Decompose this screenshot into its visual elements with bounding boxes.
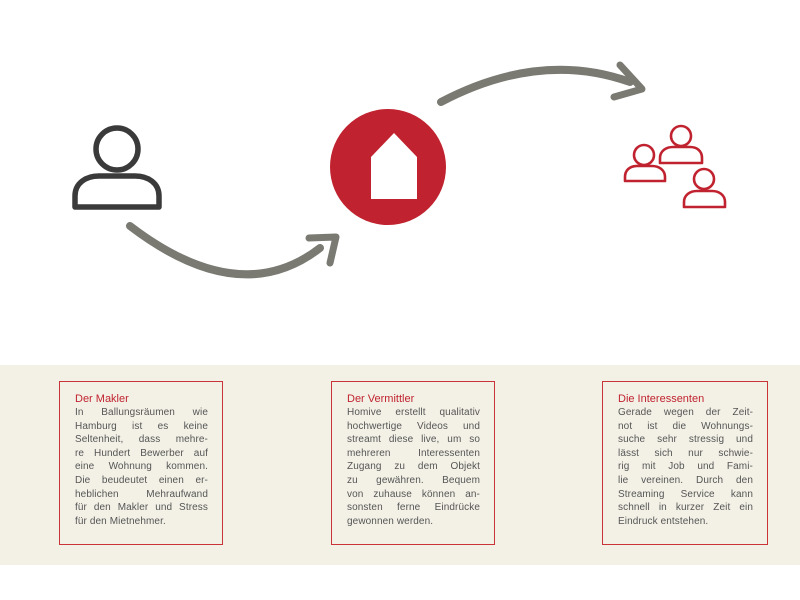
card-line: mehreren Interessenten <box>347 447 480 459</box>
card-line: gewonnen werden. <box>347 515 434 527</box>
card-line: lie vereinen. Durch den <box>618 474 753 486</box>
card-makler: Der Makler In Ballungsräumen wie Hamburg… <box>59 381 223 545</box>
card-line: heblichen Mehraufwand <box>75 488 208 500</box>
card-line: für den Mietnehmer. <box>75 515 166 527</box>
group-icon <box>623 124 727 209</box>
curved-arrow-icon <box>437 61 646 106</box>
description-band: Der Makler In Ballungsräumen wie Hamburg… <box>0 365 800 565</box>
card-line: Streaming Service kann <box>618 488 753 500</box>
person-icon <box>72 125 162 210</box>
card-title: Die Interessenten <box>618 393 705 405</box>
card-line: Gerade wegen der Zeit- <box>618 407 753 418</box>
card-line: rig mit Job und Fami- <box>618 461 753 473</box>
card-line: lässt sich nur schwie- <box>618 447 753 459</box>
card-line: In Ballungsräumen wie <box>75 407 208 418</box>
card-line: not ist die Wohnungs- <box>618 420 753 432</box>
card-line: Zugang zu dem Objekt <box>347 461 480 473</box>
card-line: Eindruck entstehen. <box>618 515 709 527</box>
curved-arrow-icon <box>126 222 340 279</box>
card-line: eine Wohnung kommen. <box>75 461 208 473</box>
card-line: zu gewähren. Bequem <box>347 474 480 486</box>
card-body: Gerade wegen der Zeit- not ist die Wohnu… <box>618 406 753 528</box>
card-body: Homive erstellt qualitativ hochwertige V… <box>347 406 480 528</box>
card-line: hochwertige Videos und <box>347 420 480 432</box>
card-line: sonsten ferne Eindrücke <box>347 502 480 514</box>
card-line: Die beudeutet einen er- <box>75 474 208 486</box>
card-line: Seltenheit, dass mehre- <box>75 434 208 446</box>
card-line: suche sehr stressig und <box>618 434 753 446</box>
card-line: streamt diese live, um so <box>347 434 480 446</box>
card-body: In Ballungsräumen wie Hamburg ist es kei… <box>75 406 208 528</box>
card-vermittler: Der Vermittler Homive erstellt qualitati… <box>331 381 495 545</box>
process-diagram <box>72 61 727 279</box>
card-title: Der Makler <box>75 393 129 405</box>
card-title: Der Vermittler <box>347 393 415 405</box>
card-line: Homive erstellt qualitativ <box>347 407 480 418</box>
card-line: re Hundert Bewerber auf <box>75 447 208 459</box>
card-line: für den Makler und Stress <box>75 502 208 514</box>
card-interessenten: Die Interessenten Gerade wegen der Zeit-… <box>602 381 768 545</box>
card-line: von zuhause können an- <box>347 488 480 500</box>
house-icon <box>330 109 446 225</box>
card-line: Hamburg ist es keine <box>75 420 208 432</box>
card-line: schnell in kurzer Zeit ein <box>618 502 753 514</box>
